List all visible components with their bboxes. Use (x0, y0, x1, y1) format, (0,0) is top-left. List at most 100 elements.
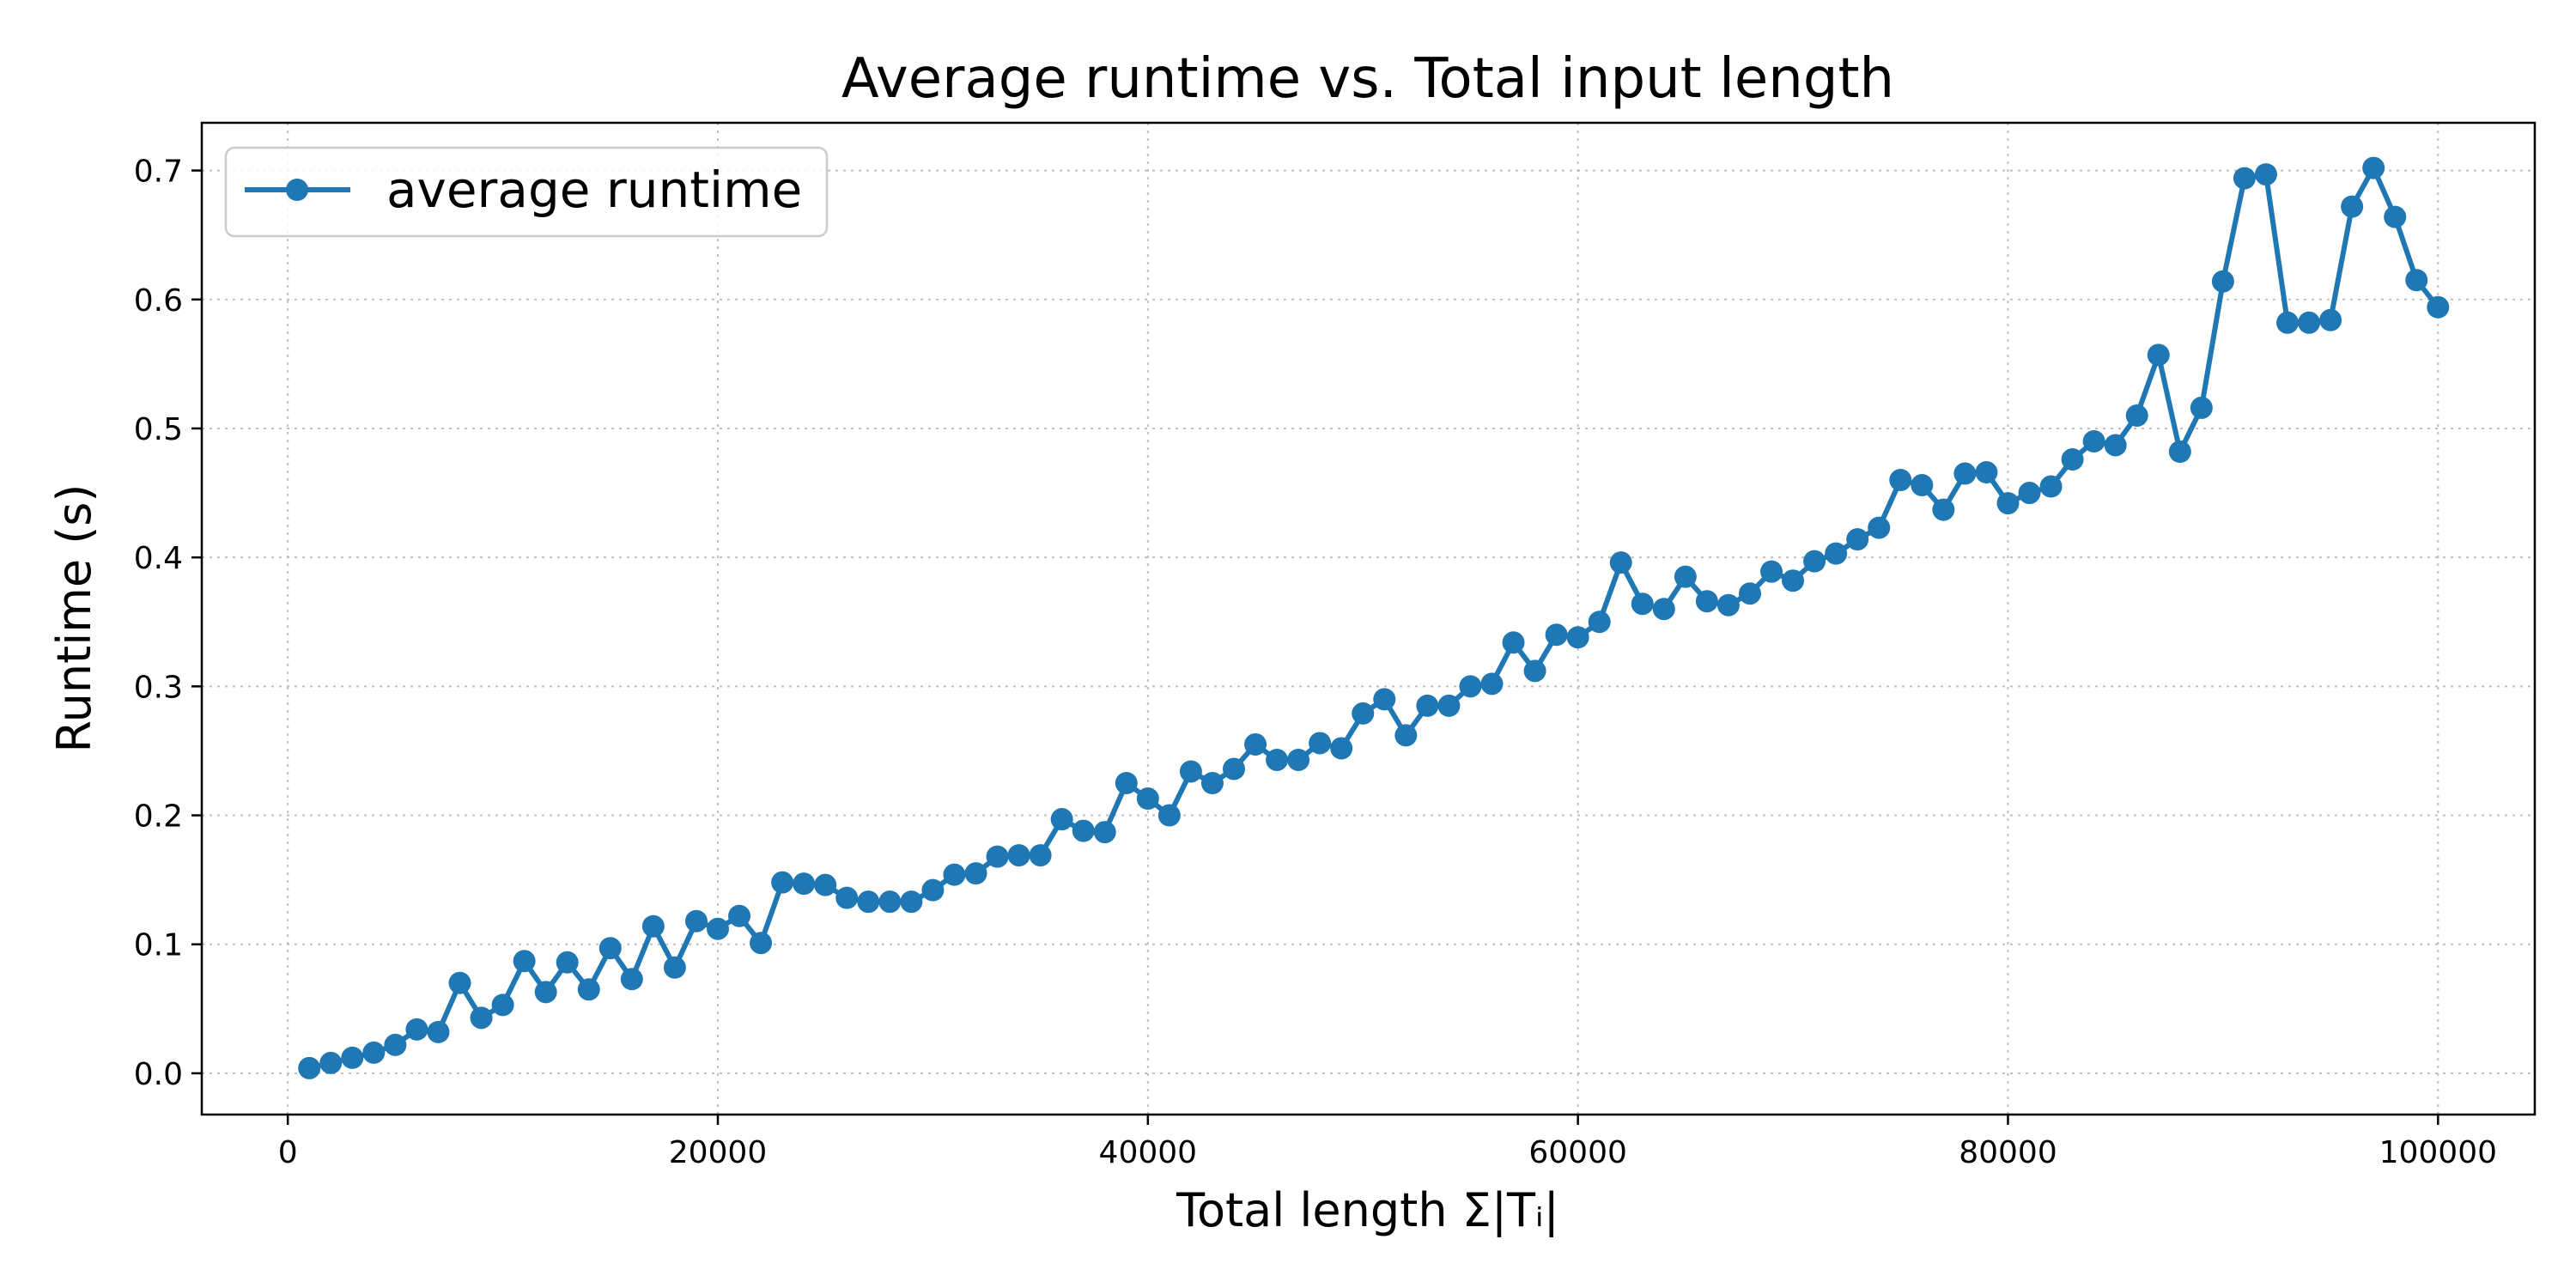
y-tick-label: 0.6 (134, 283, 183, 319)
series-line (307, 165, 2441, 1071)
data-point (427, 1020, 450, 1043)
data-point (598, 937, 622, 960)
x-tick-label: 0 (278, 1135, 298, 1170)
data-point (491, 993, 514, 1017)
x-tick-label: 20000 (669, 1135, 768, 1170)
data-point (1868, 516, 1891, 539)
data-point (663, 956, 686, 979)
data-point (771, 871, 794, 894)
data-point (1244, 732, 1267, 756)
data-point (1631, 592, 1654, 616)
data-point (362, 1041, 386, 1064)
data-point (814, 873, 837, 896)
data-point (1287, 748, 1310, 771)
data-point (1996, 492, 2020, 515)
data-point (2362, 156, 2385, 179)
data-point (1007, 844, 1030, 867)
data-point (1782, 569, 1805, 592)
data-point (1502, 631, 1525, 654)
ticks: 0 20000 40000 60000 80000 100000 0.0 0.1 0.2 0.3 0… (134, 155, 2497, 1170)
data-point (1480, 672, 1504, 696)
data-point (470, 1006, 493, 1030)
data-point (620, 968, 643, 991)
data-point (1588, 611, 1611, 634)
data-point (577, 978, 600, 1001)
data-point (319, 1051, 343, 1074)
y-axis-label: Runtime (s) (47, 484, 101, 753)
data-point (1760, 560, 1783, 583)
data-point (1523, 659, 1546, 683)
x-tick-label: 80000 (1959, 1135, 2057, 1170)
data-point (1394, 724, 1418, 747)
data-point (2082, 429, 2105, 453)
data-point (900, 890, 923, 914)
data-point (1115, 771, 1138, 794)
data-point (857, 890, 880, 914)
data-point (2276, 311, 2300, 334)
data-point (706, 917, 729, 940)
data-point (1136, 787, 1159, 811)
data-point (684, 909, 708, 933)
chart-title: Average runtime vs. Total input length (841, 47, 1894, 111)
data-point (1352, 702, 1375, 725)
y-tick-label: 0.3 (134, 670, 183, 705)
data-point (2298, 311, 2321, 334)
data-point (1609, 551, 1632, 574)
x-tick-label: 60000 (1528, 1135, 1627, 1170)
data-point (1825, 542, 1848, 565)
data-point (2233, 167, 2256, 190)
data-point (1738, 582, 1761, 605)
data-point (1309, 732, 1332, 755)
data-point (1437, 694, 1461, 717)
data-point (1373, 688, 1396, 711)
data-point (1330, 737, 1353, 760)
data-point (513, 950, 536, 973)
data-point (641, 914, 665, 938)
data-point (728, 904, 751, 927)
data-point (2147, 343, 2170, 367)
data-point (384, 1033, 407, 1056)
data-point (943, 863, 966, 886)
data-point (835, 886, 859, 909)
y-tick-label: 0.2 (134, 799, 183, 835)
data-point (1157, 804, 1181, 827)
series-layer (298, 156, 2450, 1079)
data-point (2384, 205, 2407, 228)
data-point (448, 971, 471, 994)
data-point (2125, 404, 2148, 427)
data-point (2061, 448, 2084, 471)
y-tick-label: 0.7 (134, 155, 183, 190)
data-point (1416, 694, 1439, 717)
data-point (2341, 195, 2364, 218)
data-point (2104, 434, 2127, 457)
data-point (2018, 482, 2041, 505)
data-point (2039, 475, 2063, 498)
data-point (1716, 593, 1740, 617)
y-tick-label: 0.4 (134, 541, 183, 576)
x-tick-label: 40000 (1099, 1135, 1198, 1170)
data-point (1050, 808, 1073, 831)
data-point (878, 890, 902, 914)
legend-box (224, 146, 829, 238)
data-point (298, 1056, 321, 1079)
data-point (2168, 440, 2191, 463)
data-point (1093, 821, 1116, 844)
data-point (2319, 308, 2342, 331)
data-point (750, 932, 773, 955)
data-point (1953, 462, 1977, 485)
x-axis-label: Total length Σ|Tᵢ| (1176, 1183, 1559, 1237)
data-point (1200, 771, 1224, 794)
data-point (921, 878, 945, 902)
data-point (1179, 760, 1202, 783)
data-point (2405, 269, 2428, 292)
data-point (1222, 757, 1245, 781)
y-tick-label: 0.5 (134, 412, 183, 447)
data-point (964, 862, 987, 885)
data-point (1566, 626, 1589, 649)
data-point (1266, 748, 1289, 771)
data-point (1674, 565, 1697, 588)
y-tick-label: 0.1 (134, 928, 183, 963)
data-point (556, 951, 579, 974)
legend: average runtime (224, 146, 829, 238)
